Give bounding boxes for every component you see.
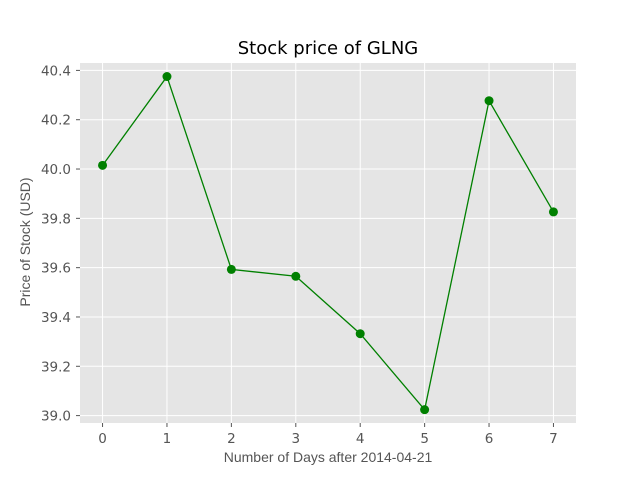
y-tick-label: 39.8: [41, 211, 71, 227]
y-tick-label: 39.6: [41, 261, 71, 277]
x-tick-label: 6: [485, 431, 494, 447]
data-point: [355, 329, 365, 339]
x-tick-label: 5: [420, 431, 429, 447]
data-point: [226, 264, 236, 274]
grid: [80, 63, 576, 423]
x-tick-label: 1: [163, 431, 172, 447]
y-tick-label: 39.0: [41, 409, 71, 425]
data-point: [420, 405, 430, 415]
series-line: [102, 75, 555, 412]
plot-area: [80, 63, 576, 423]
x-tick-label: 7: [549, 431, 558, 447]
series-layer: [98, 72, 558, 415]
y-tick-label: 40.4: [41, 63, 71, 79]
data-point: [548, 207, 558, 217]
data-point: [98, 160, 108, 170]
chart-title: Stock price of GLNG: [238, 38, 419, 59]
x-tick-label: 3: [291, 431, 300, 447]
data-point: [484, 96, 494, 106]
x-axis-label: Number of Days after 2014-04-21: [224, 449, 433, 465]
y-tick-label: 40.2: [41, 113, 71, 129]
x-axis: 0 1 2 3 4 5 6 7: [98, 423, 558, 447]
y-tick-label: 40.0: [41, 162, 71, 178]
y-axis: 39.0 39.2 39.4 39.6 39.8 40.0 40.2 40.4: [41, 63, 80, 425]
x-tick-label: 4: [356, 431, 365, 447]
y-tick-label: 39.2: [41, 359, 71, 375]
y-tick-label: 39.4: [41, 310, 71, 326]
y-axis-label: Price of Stock (USD): [17, 177, 33, 306]
x-tick-label: 0: [98, 431, 107, 447]
data-point: [162, 72, 172, 82]
x-tick-label: 2: [227, 431, 236, 447]
data-point: [291, 271, 301, 281]
